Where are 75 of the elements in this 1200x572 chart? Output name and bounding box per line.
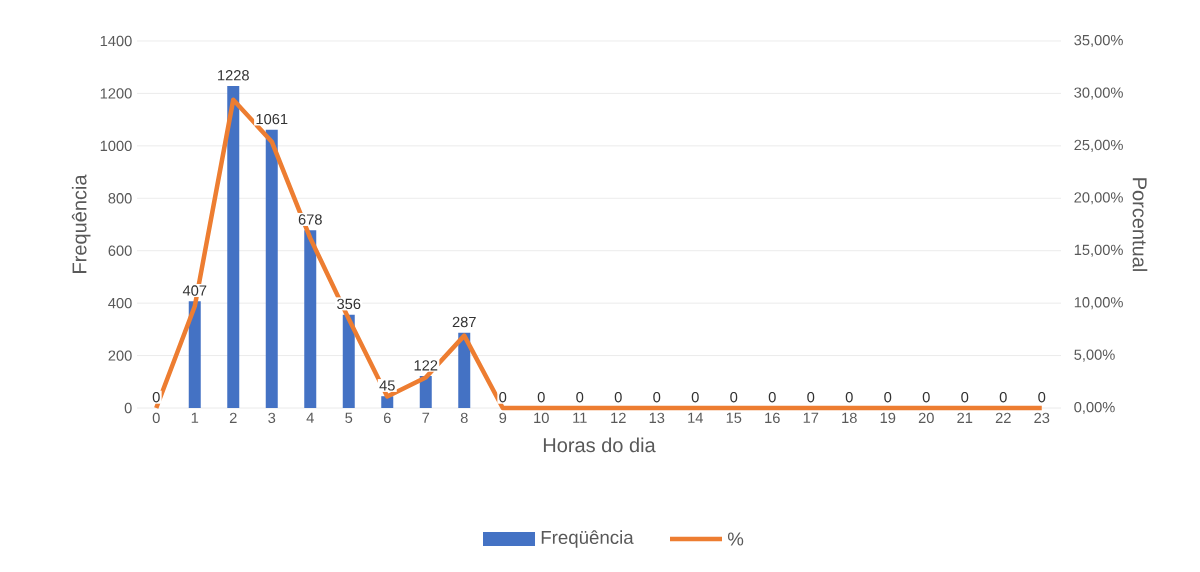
y-axis-title: Frequência xyxy=(71,174,91,273)
data-label: 0 xyxy=(961,392,969,403)
x-tick-label: 12 xyxy=(611,412,626,423)
x-tick-label: 4 xyxy=(306,412,314,423)
data-label: 0 xyxy=(999,392,1007,403)
data-label: 1228 xyxy=(218,70,249,81)
y2-tick-label: 15,00% xyxy=(1074,244,1123,257)
y2-tick-label: 0,00% xyxy=(1074,401,1115,415)
x-tick-label: 21 xyxy=(957,412,973,423)
x-tick-label: 23 xyxy=(1034,412,1050,424)
y2-tick-label: 10,00% xyxy=(1074,297,1123,310)
data-label: 0 xyxy=(884,392,892,403)
x-tick-label: 7 xyxy=(422,412,430,423)
y2-axis-title: Porcentual xyxy=(1132,178,1148,271)
y2-tick-label: 35,00% xyxy=(1074,34,1123,48)
x-tick-label: 16 xyxy=(765,412,780,424)
data-label: 678 xyxy=(298,214,322,225)
data-label: 0 xyxy=(152,392,160,403)
x-tick-label: 19 xyxy=(880,412,896,424)
x-tick-label: 1 xyxy=(191,412,199,423)
legend-label: % xyxy=(727,532,744,546)
data-label: 0 xyxy=(768,392,776,403)
bar xyxy=(265,129,278,408)
y2-tick-label: 20,00% xyxy=(1074,192,1123,205)
data-label: 0 xyxy=(807,392,815,403)
x-tick-label: 14 xyxy=(688,412,703,423)
x-tick-label: 10 xyxy=(534,412,549,424)
data-label: 0 xyxy=(614,392,622,403)
data-label: 0 xyxy=(730,392,738,403)
x-tick-label: 11 xyxy=(573,412,587,423)
y-tick-label: 1400 xyxy=(100,35,132,47)
bar xyxy=(188,301,201,408)
x-tick-label: 15 xyxy=(726,412,742,423)
x-tick-label: 8 xyxy=(460,412,468,424)
data-label: 407 xyxy=(182,285,207,296)
x-tick-label: 3 xyxy=(268,412,276,424)
x-tick-label: 13 xyxy=(649,412,665,424)
y-tick-label: 400 xyxy=(108,297,132,309)
data-label: 0 xyxy=(1038,392,1046,403)
data-label: 122 xyxy=(414,360,438,371)
x-tick-label: 20 xyxy=(918,412,934,424)
data-label: 0 xyxy=(922,392,930,403)
x-tick-label: 5 xyxy=(345,412,353,423)
x-tick-label: 2 xyxy=(229,412,237,423)
x-tick-label: 9 xyxy=(499,412,507,424)
data-label: 0 xyxy=(537,392,545,403)
data-label: 1061 xyxy=(256,113,288,125)
data-label: 0 xyxy=(691,392,699,403)
data-label: 45 xyxy=(379,380,395,391)
y2-tick-label: 30,00% xyxy=(1074,87,1123,100)
y-tick-label: 800 xyxy=(108,193,132,204)
y-tick-label: 1200 xyxy=(100,88,132,99)
bar xyxy=(342,314,355,408)
data-label: 356 xyxy=(337,298,361,310)
y2-tick-label: 25,00% xyxy=(1074,139,1123,152)
x-tick-label: 18 xyxy=(842,412,857,424)
y2-tick-label: 5,00% xyxy=(1074,349,1115,362)
data-label: 0 xyxy=(653,392,661,403)
data-label: 0 xyxy=(499,392,507,403)
data-label: 287 xyxy=(452,316,476,328)
x-tick-label: 6 xyxy=(383,412,391,424)
bar xyxy=(381,396,394,408)
data-label: 0 xyxy=(576,392,584,403)
y-tick-label: 1000 xyxy=(100,140,132,152)
y-tick-label: 600 xyxy=(108,245,132,256)
bar xyxy=(227,86,240,408)
x-tick-label: 0 xyxy=(152,412,160,424)
x-tick-label: 17 xyxy=(803,412,819,423)
bar xyxy=(304,230,317,408)
y-tick-label: 0 xyxy=(124,402,132,414)
x-tick-label: 22 xyxy=(995,412,1011,423)
data-label: 0 xyxy=(845,392,853,403)
x-axis-title: Horas do dia xyxy=(543,437,656,453)
legend-label: Freqüência xyxy=(541,530,634,548)
y-tick-label: 200 xyxy=(108,350,132,361)
